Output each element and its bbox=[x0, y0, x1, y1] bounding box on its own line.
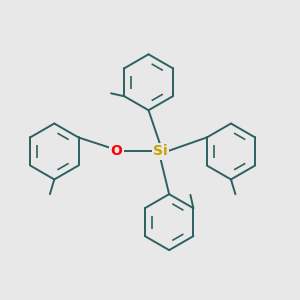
Text: O: O bbox=[110, 145, 122, 158]
Text: Si: Si bbox=[153, 145, 168, 158]
